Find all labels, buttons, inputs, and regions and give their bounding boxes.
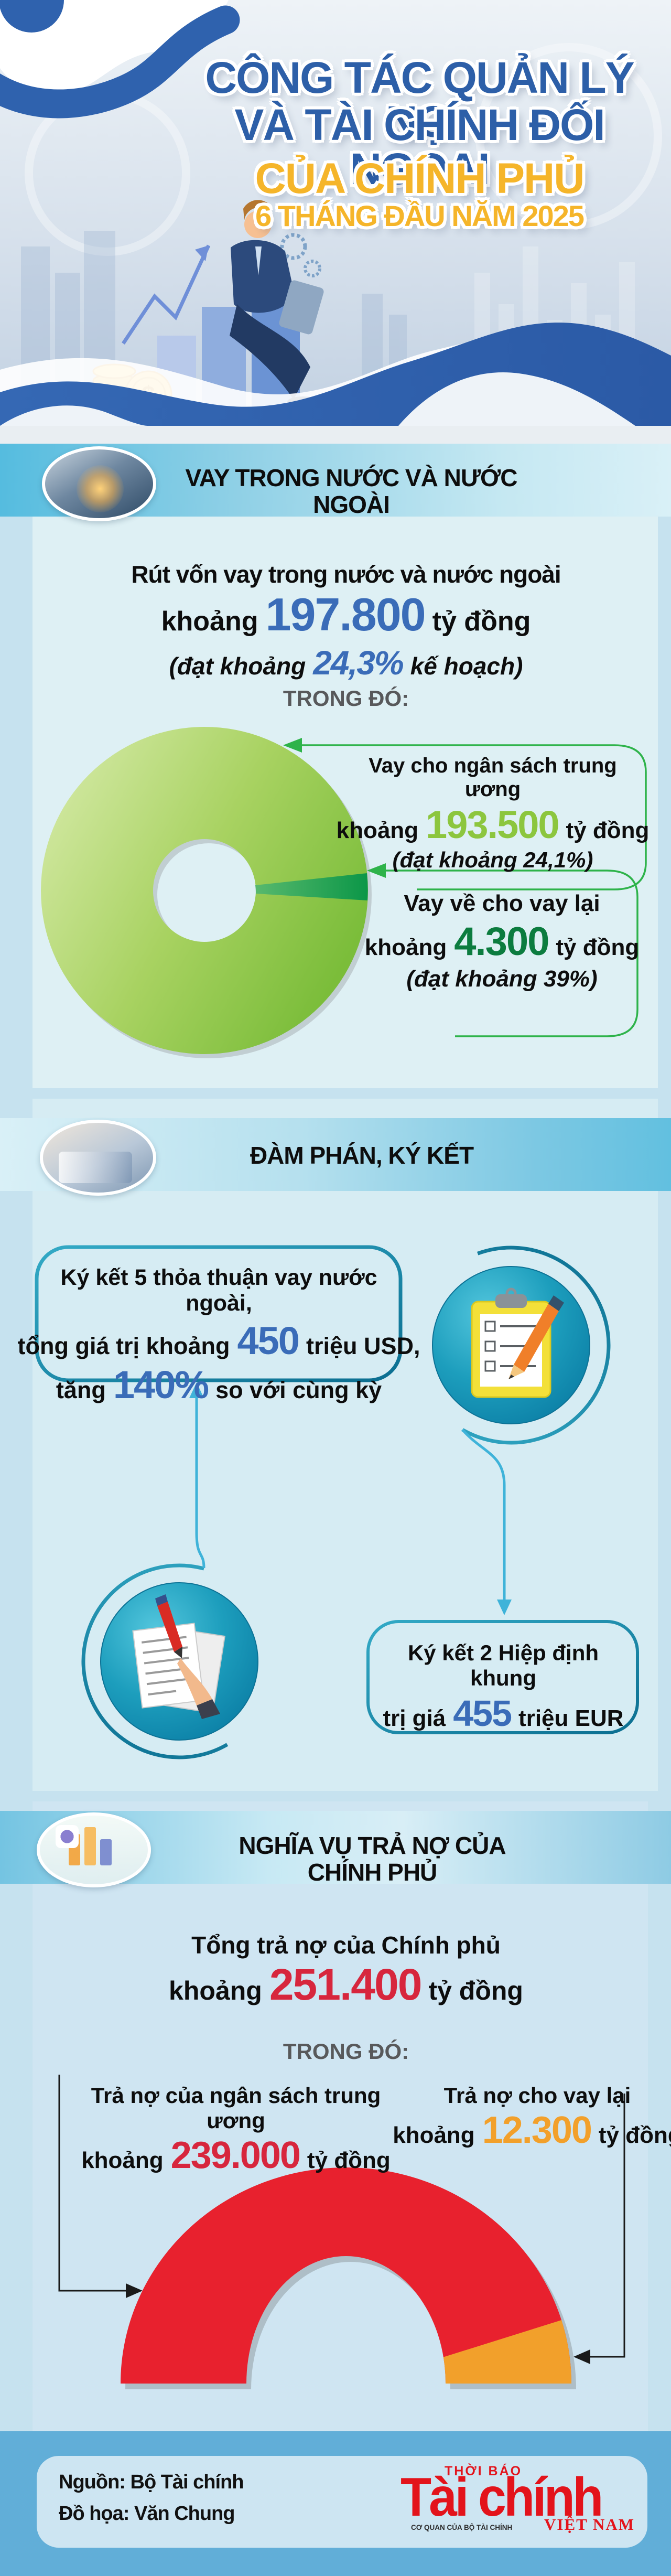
section-repayment-photo — [37, 1812, 151, 1887]
footer-source: Nguồn: Bộ Tài chính — [59, 2471, 244, 2493]
header-divider-strip — [0, 426, 671, 444]
callout-central: Vay cho ngân sách trung ương khoảng 193.… — [337, 754, 650, 873]
logo-thoibao: THỜI BÁO — [445, 2464, 523, 2478]
section-repayment-title: NGHĨA VỤ TRẢ NỢ CỦA CHÍNH PHỦ — [239, 1832, 506, 1886]
agreements-growth-suffix: so với cùng kỳ — [215, 1377, 382, 1403]
amount-value: 197.800 — [265, 588, 426, 640]
agreements-line1: Ký kết 5 thỏa thuận vay nước ngoài, — [60, 1265, 377, 1316]
onlending-amount-suffix: tỷ đồng — [556, 935, 640, 960]
agreements-growth: tăng 140% so với cùng kỳ — [50, 1366, 388, 1404]
central-line1: Vay cho ngân sách trung ương — [369, 754, 617, 801]
logo-vietnam: VIỆT NAM — [544, 2515, 635, 2534]
onlending-note: (đạt khoảng 39%) — [406, 966, 598, 992]
agreements-callout: Ký kết 5 thỏa thuận vay nước ngoài, tổng… — [18, 1265, 420, 1404]
framework-callout: Ký kết 2 Hiệp định khung trị giá 455 tri… — [377, 1640, 629, 1732]
main-title-line2: VÀ TÀI CHÍNH ĐỐI NGOẠI — [234, 100, 605, 194]
repayment-onlending-line1: Trả nợ cho vay lại — [443, 2083, 631, 2108]
section-borrowing-photo — [42, 446, 156, 521]
logo-taichinh: Tài chính — [401, 2467, 603, 2528]
borrowing-breakdown-label: TRONG ĐÓ: — [283, 686, 409, 711]
borrowing-intro-amount: khoảng 197.800 tỷ đồng — [37, 592, 655, 638]
agreements-amount: tổng giá trị khoảng 450 triệu USD, — [18, 1319, 420, 1362]
framework-amount-prefix: trị giá — [383, 1705, 446, 1731]
repayment-total-line1: Tổng trả nợ của Chính phủ — [191, 1931, 501, 1959]
main-title-line1: CÔNG TÁC QUẢN LÝ NỢ — [205, 53, 634, 146]
repayment-onlending-value: 12.300 — [482, 2109, 592, 2151]
repayment-central-suffix: tỷ đồng — [307, 2148, 391, 2173]
central-amount: khoảng 193.500 tỷ đồng — [337, 803, 650, 846]
central-amount-suffix: tỷ đồng — [566, 818, 650, 843]
repayment-onlending-amount: khoảng 12.300 tỷ đồng — [393, 2109, 671, 2151]
onlending-amount-value: 4.300 — [454, 919, 549, 964]
central-amount-prefix: khoảng — [336, 818, 419, 843]
total-amount-suffix: tỷ đồng — [428, 1976, 523, 2005]
main-title-line3: CỦA CHÍNH PHỦ — [255, 155, 585, 202]
agreements-amount-value: 450 — [237, 1319, 300, 1362]
borrowing-intro-line1: Rút vốn vay trong nước và nước ngoài — [131, 561, 561, 588]
plan-prefix: (đạt khoảng — [169, 652, 306, 680]
total-amount-value: 251.400 — [269, 1960, 423, 2009]
agreements-growth-prefix: tăng — [56, 1377, 106, 1403]
footer-card — [37, 2456, 647, 2548]
repayment-central-prefix: khoảng — [81, 2148, 164, 2173]
framework-amount-value: 455 — [453, 1693, 512, 1734]
footer-credit: Đồ họa: Văn Chung — [59, 2503, 235, 2525]
repayment-total-amount: khoảng 251.400 tỷ đồng — [52, 1962, 640, 2006]
repayment-central-amount: khoảng 239.000 tỷ đồng — [73, 2137, 398, 2174]
section-negotiation-photo — [40, 1120, 156, 1196]
repayment-onlending-prefix: khoảng — [393, 2122, 475, 2148]
logo-subline: CƠ QUAN CỦA BỘ TÀI CHÍNH — [411, 2524, 513, 2531]
agreements-amount-suffix: triệu USD, — [306, 1333, 420, 1359]
agreements-amount-prefix: tổng giá trị khoảng — [17, 1333, 230, 1359]
repayment-onlending-label: Trả nợ cho vay lại khoảng 12.300 tỷ đồng — [393, 2083, 671, 2151]
header-background-art: $ — [0, 0, 671, 426]
central-amount-value: 193.500 — [426, 803, 559, 846]
section-negotiation-title: ĐÀM PHÁN, KÝ KẾT — [250, 1142, 474, 1169]
agreements-growth-value: 140% — [113, 1363, 209, 1407]
repayment-central-value: 239.000 — [170, 2134, 301, 2176]
onlending-line1: Vay về cho vay lại — [404, 890, 600, 916]
section-borrowing-title: VAY TRONG NƯỚC VÀ NƯỚC NGOÀI — [185, 464, 518, 518]
framework-amount-suffix: triệu EUR — [518, 1705, 624, 1731]
plan-suffix: kế hoạch) — [410, 652, 523, 680]
repayment-central-line1: Trả nợ của ngân sách trung ương — [91, 2083, 381, 2133]
repayment-onlending-suffix: tỷ đồng — [598, 2122, 671, 2148]
callout-onlending: Vay về cho vay lại khoảng 4.300 tỷ đồng … — [365, 890, 640, 992]
amount-suffix: tỷ đồng — [432, 606, 531, 637]
onlending-amount-prefix: khoảng — [364, 935, 447, 960]
amount-prefix: khoảng — [161, 606, 258, 637]
central-note: (đạt khoảng 24,1%) — [392, 847, 593, 872]
repayment-breakdown-label: TRONG ĐÓ: — [283, 2039, 409, 2064]
framework-line1: Ký kết 2 Hiệp định khung — [407, 1640, 599, 1690]
total-amount-prefix: khoảng — [169, 1976, 262, 2005]
repayment-central-label: Trả nợ của ngân sách trung ương khoảng 2… — [73, 2083, 398, 2174]
plan-value: 24,3% — [313, 644, 404, 682]
framework-amount: trị giá 455 triệu EUR — [377, 1695, 629, 1732]
header-banner: $ CÔNG TÁC QUẢN LÝ NỢ VÀ TÀI CHÍN — [0, 0, 671, 426]
main-title-line4: 6 THÁNG ĐẦU NĂM 2025 — [255, 199, 585, 232]
borrowing-intro-plan: (đạt khoảng 24,3% kế hoạch) — [37, 646, 655, 680]
onlending-amount: khoảng 4.300 tỷ đồng — [365, 919, 640, 964]
